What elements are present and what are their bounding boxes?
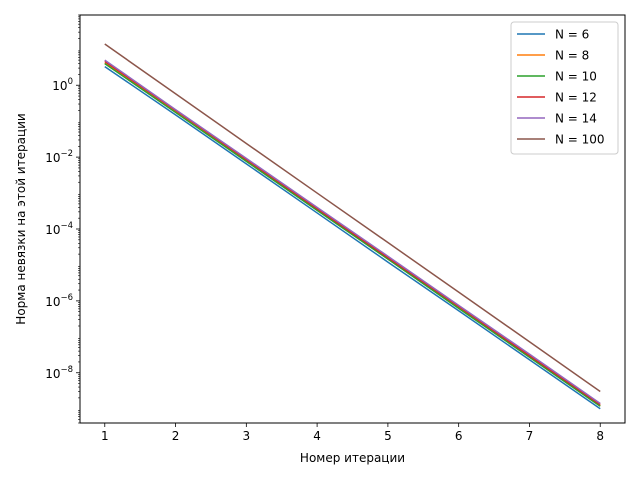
- x-tick-label: 6: [455, 429, 463, 443]
- series-line-2: [104, 62, 601, 407]
- y-tick-label: 10−4: [45, 221, 73, 237]
- x-tick-label: 7: [526, 429, 534, 443]
- legend-label-1: N = 8: [555, 49, 589, 63]
- series-line-0: [104, 65, 601, 410]
- legend-label-2: N = 10: [555, 70, 597, 84]
- legend-label-5: N = 100: [555, 133, 605, 147]
- x-tick-label: 8: [596, 429, 604, 443]
- y-axis-ticks: 100 10−2 10−4 10−6 10−8: [45, 14, 80, 424]
- x-tick-label: 1: [101, 429, 109, 443]
- x-tick-label: 2: [172, 429, 180, 443]
- y-tick-label: 100: [52, 77, 73, 93]
- x-tick-label: 5: [384, 429, 392, 443]
- legend: N = 6 N = 8 N = 10 N = 12 N = 14 N = 100: [510, 21, 619, 155]
- series-line-5: [104, 43, 601, 393]
- y-tick-label: 10−2: [45, 149, 73, 165]
- legend-label-4: N = 14: [555, 112, 597, 126]
- legend-label-0: N = 6: [555, 28, 589, 42]
- axes-frame: [79, 14, 626, 424]
- x-axis-label: Номер итерации: [300, 451, 405, 465]
- y-axis-label: Норма невязки на этой итерации: [14, 113, 28, 324]
- y-tick-label: 10−6: [45, 293, 73, 309]
- series-line-4: [104, 59, 601, 405]
- plot-lines: [104, 43, 601, 410]
- legend-label-3: N = 12: [555, 91, 597, 105]
- x-axis-ticks: 1 2 3 4 5 6 7 8: [101, 423, 604, 443]
- y-tick-label: 10−8: [45, 365, 73, 381]
- x-tick-label: 3: [243, 429, 251, 443]
- x-tick-label: 4: [313, 429, 321, 443]
